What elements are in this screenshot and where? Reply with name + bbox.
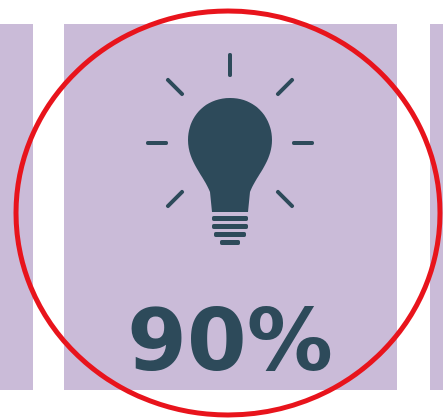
bulb-base [212, 216, 248, 245]
highlight-circle [13, 8, 443, 418]
bulb-rays [146, 53, 314, 208]
stat-value: 90% [127, 291, 333, 391]
bulb [188, 98, 272, 212]
right-panel [430, 24, 443, 390]
